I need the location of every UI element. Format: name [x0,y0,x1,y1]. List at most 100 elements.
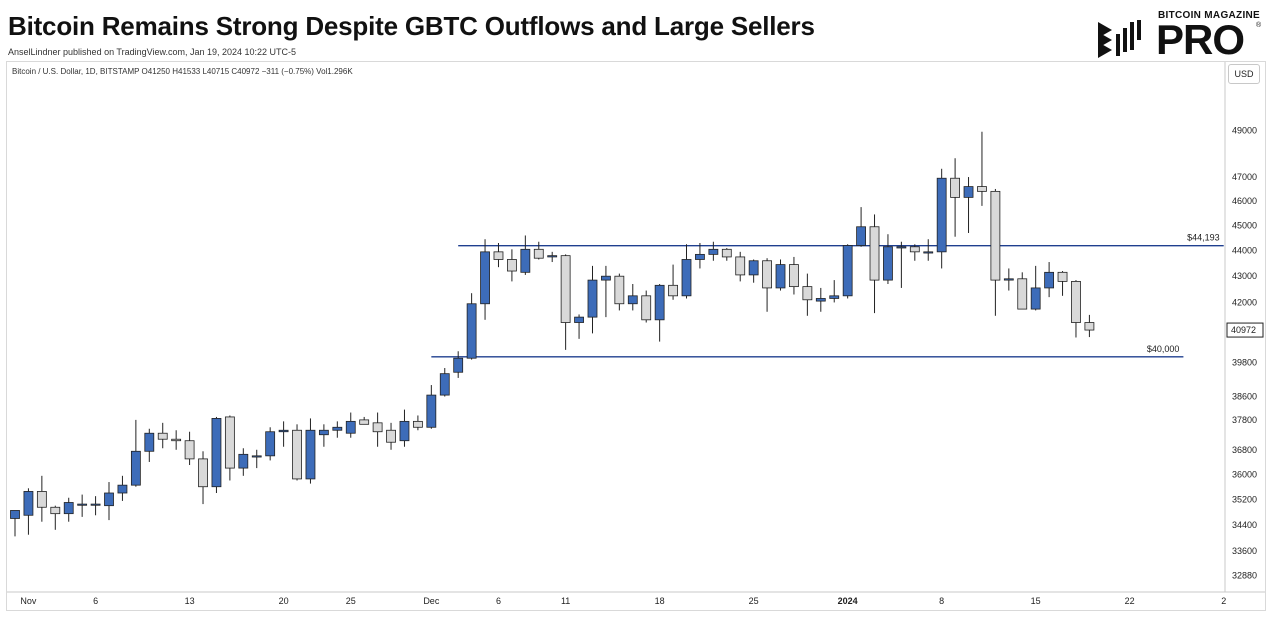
candle[interactable] [184,431,195,466]
candle[interactable] [144,428,155,462]
candle[interactable] [1017,272,1028,310]
candle[interactable] [708,241,719,261]
candle[interactable] [923,239,934,261]
candle[interactable] [601,265,611,318]
candle[interactable] [10,510,20,537]
candle-body [453,357,464,373]
time-tick-label: 15 [1031,596,1041,606]
candle[interactable] [507,249,517,282]
candle[interactable] [117,475,128,501]
candle[interactable] [305,418,316,484]
candle[interactable] [265,427,276,461]
candle[interactable] [721,248,732,261]
candle[interactable] [318,424,329,447]
candle[interactable] [936,168,947,269]
candle[interactable] [681,244,692,299]
candle[interactable] [1071,280,1081,338]
candle-body [627,295,638,305]
candle-body [439,373,450,396]
candle[interactable] [1084,314,1095,338]
last-price-label: 40972 [1231,325,1256,335]
candle-body [735,256,746,276]
candle[interactable] [560,254,571,350]
candle[interactable] [614,273,625,311]
time-tick-label: 2 [1221,596,1226,606]
candle[interactable] [224,415,235,481]
time-tick-label: Dec [423,596,440,606]
candle[interactable] [883,234,893,285]
candle[interactable] [1044,262,1055,298]
candle[interactable] [426,385,437,429]
candle[interactable] [104,482,114,521]
candle[interactable] [292,424,302,481]
candle[interactable] [587,265,598,334]
candle[interactable] [399,409,410,447]
candle[interactable] [1030,265,1041,311]
candle[interactable] [480,239,490,320]
candle[interactable] [77,494,88,517]
candle[interactable] [412,415,423,431]
candle[interactable] [23,488,34,535]
candle[interactable] [856,207,866,247]
candle[interactable] [547,251,558,263]
candle[interactable] [815,287,826,312]
candle[interactable] [466,293,477,360]
candle[interactable] [533,241,544,260]
candle[interactable] [332,421,343,438]
candle[interactable] [171,430,182,450]
candle[interactable] [278,421,289,447]
currency-button[interactable]: USD [1228,64,1260,84]
candle-body [721,248,732,258]
candle[interactable] [977,131,987,206]
candle[interactable] [789,256,799,295]
level-label: $44,193 [1187,233,1220,243]
candle[interactable] [695,243,705,269]
candle[interactable] [198,451,208,505]
price-tick-label: 44000 [1232,246,1257,256]
candle[interactable] [238,448,249,476]
candle-body [480,251,490,305]
candle[interactable] [950,158,960,237]
candle[interactable] [641,290,652,323]
candle[interactable] [157,422,168,449]
candle-body [157,432,168,440]
candle[interactable] [90,496,101,516]
candle-body [977,186,987,192]
candle[interactable] [36,475,47,522]
candle[interactable] [802,273,813,316]
candle[interactable] [990,188,1001,316]
candle-body [775,264,786,289]
candle[interactable] [748,259,759,283]
candle[interactable] [345,412,356,438]
candle[interactable] [762,258,772,312]
candle[interactable] [50,505,61,530]
candle[interactable] [386,422,396,450]
candle[interactable] [668,264,678,300]
candle[interactable] [909,244,920,261]
candle[interactable] [963,177,974,233]
candle[interactable] [829,280,840,303]
candle[interactable] [735,251,746,282]
candle[interactable] [130,419,141,487]
candle[interactable] [251,449,262,469]
candle[interactable] [775,259,786,291]
candle[interactable] [63,497,74,522]
price-tick-label: 49000 [1232,126,1257,136]
candle[interactable] [359,416,370,425]
candle[interactable] [520,235,531,275]
candle[interactable] [896,241,907,288]
candle[interactable] [1057,271,1068,296]
candle[interactable] [372,412,383,447]
candle[interactable] [842,244,853,299]
candle[interactable] [439,368,450,397]
candle[interactable] [211,416,222,494]
candle[interactable] [453,351,464,378]
chart-frame [6,61,1266,611]
candle[interactable] [1003,268,1014,291]
candle[interactable] [574,314,584,339]
candle[interactable] [627,284,638,311]
candle[interactable] [654,284,665,342]
candle[interactable] [869,214,880,314]
candle[interactable] [493,243,504,268]
